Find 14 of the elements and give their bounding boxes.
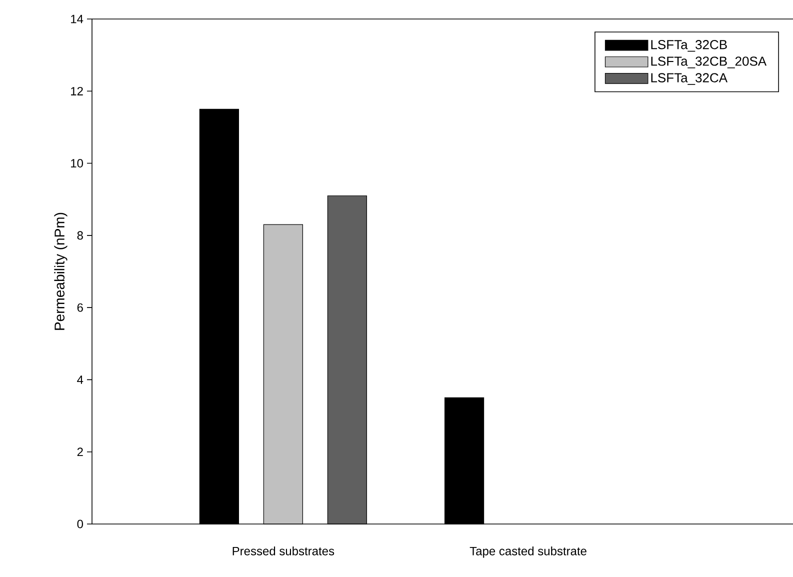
- y-tick-label: 14: [71, 14, 84, 24]
- y-tick-label: 10: [71, 159, 84, 168]
- y-tick-label: 12: [71, 86, 83, 96]
- x-tick-label: Pressed substrates: [232, 546, 334, 556]
- x-tick-label: Tape casted substrate: [470, 546, 586, 558]
- legend-label: LSFTa_32CB_20SA: [651, 56, 767, 68]
- y-tick-label: 2: [77, 448, 83, 456]
- y-tick-label: 8: [77, 231, 83, 240]
- y-tick-label: 6: [77, 303, 83, 312]
- y-tick-label: 4: [77, 376, 84, 384]
- legend-label: LSFTa_32CB: [651, 40, 727, 52]
- y-axis-title: Permeability (nPm): [54, 212, 68, 330]
- legend-label: LSFTa_32CA: [651, 73, 728, 85]
- y-tick-label: 0: [77, 520, 84, 528]
